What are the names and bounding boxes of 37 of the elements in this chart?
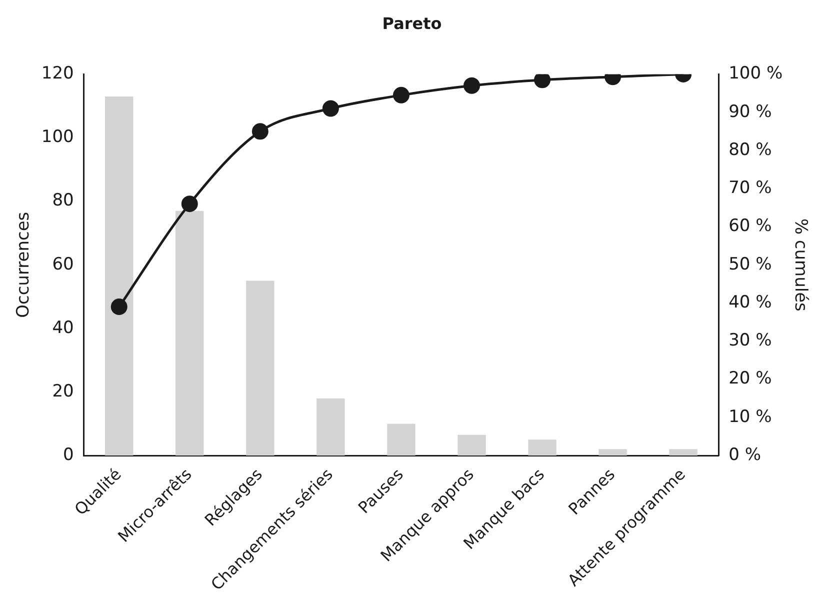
- y2-tick-label: 0 %: [728, 444, 761, 465]
- point: [252, 123, 268, 140]
- bar: [387, 424, 416, 456]
- y-tick-label: 60: [52, 254, 74, 274]
- y2-tick-label: 100 %: [728, 64, 783, 84]
- y2-tick-label: 20 %: [728, 368, 772, 389]
- bar: [105, 96, 134, 456]
- y-tick-label: 20: [52, 381, 74, 402]
- bar: [246, 280, 274, 456]
- y2-tick-label: 70 %: [728, 178, 772, 198]
- y-tick-label: 120: [41, 64, 74, 84]
- bar: [598, 449, 627, 456]
- y-tick-label: 0: [63, 444, 74, 465]
- y-axis-title: Occurrences: [14, 212, 34, 318]
- y-tick-label: 40: [52, 318, 74, 338]
- point: [322, 100, 339, 117]
- y2-tick-label: 80 %: [728, 140, 772, 160]
- bar: [176, 210, 204, 456]
- point: [534, 74, 551, 88]
- point: [464, 77, 480, 94]
- point: [110, 298, 128, 316]
- bar: [528, 440, 556, 456]
- y2-axis-title: % cumulés: [790, 218, 810, 312]
- y2-tick-label: 50 %: [728, 254, 772, 274]
- point: [181, 196, 198, 212]
- bar: [458, 434, 486, 456]
- y2-tick-label: 90 %: [728, 102, 772, 122]
- bar: [669, 449, 698, 456]
- y-tick-label: 100: [41, 127, 74, 148]
- y-tick-label: 80: [52, 190, 74, 211]
- y2-tick-label: 40 %: [728, 292, 772, 312]
- y2-tick-label: 10 %: [728, 406, 772, 427]
- point: [392, 86, 410, 104]
- chart-title: Pareto: [382, 14, 442, 33]
- y2-tick-label: 30 %: [728, 330, 772, 351]
- bar: [316, 398, 345, 456]
- y2-tick-label: 60 %: [728, 216, 772, 236]
